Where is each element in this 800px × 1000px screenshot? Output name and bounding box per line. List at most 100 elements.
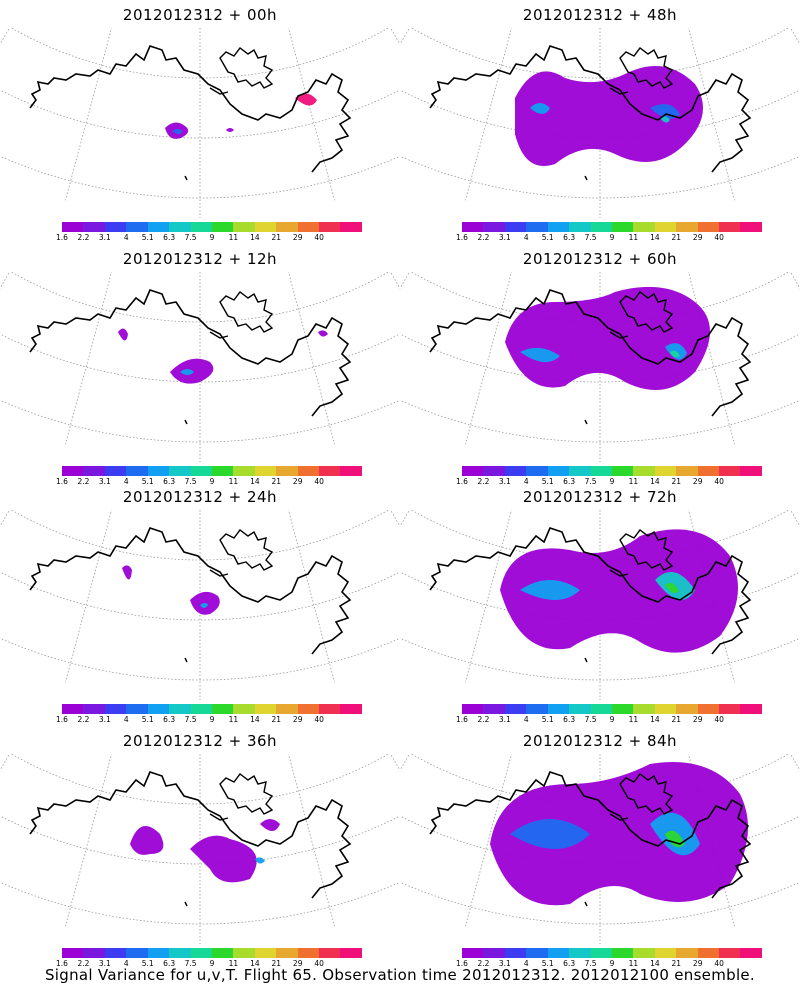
variance-contour	[295, 93, 317, 106]
latitude-line	[0, 881, 400, 925]
colorbar-swatch	[526, 222, 548, 232]
colorbar-swatch	[297, 222, 320, 232]
variance-field	[165, 93, 317, 139]
meridian-line	[384, 510, 400, 548]
meridian-line	[0, 754, 10, 772]
graticule	[0, 28, 400, 218]
colorbar-swatch	[254, 948, 277, 958]
colorbar-swatch	[483, 704, 505, 714]
colorbar-swatch	[611, 704, 634, 714]
island	[209, 331, 229, 339]
colorbar-swatch	[526, 704, 548, 714]
meridian-line	[0, 510, 16, 548]
island	[209, 569, 229, 577]
variance-contour	[180, 369, 194, 375]
meridian-line	[400, 510, 416, 548]
coastline	[429, 771, 752, 907]
coastline	[29, 45, 352, 181]
colorbar-swatch	[297, 948, 320, 958]
island	[209, 813, 229, 821]
colorbar-tick-label: 9	[209, 233, 215, 242]
colorbar-swatch	[297, 466, 320, 476]
colorbar-tick-label: 4	[523, 715, 529, 724]
variance-contour	[226, 128, 234, 132]
colorbar-tick-label: 29	[692, 959, 703, 968]
coastline-path	[429, 289, 752, 417]
graticule	[0, 754, 400, 944]
colorbar-tick-label: 3.1	[98, 233, 111, 242]
meridian-line	[790, 272, 800, 290]
panel-title: 2012012312 + 84h	[522, 732, 678, 750]
variance-contour	[190, 835, 257, 883]
colorbar-tick-label: 6.3	[563, 959, 576, 968]
colorbar-tick-label: 2.2	[77, 477, 90, 486]
variance-contour	[260, 819, 280, 831]
arctic-islands	[619, 47, 674, 89]
colorbar-swatch	[169, 948, 191, 958]
colorbar-swatch	[169, 704, 191, 714]
colorbar-tick-label: 11	[228, 959, 239, 968]
variance-contour	[255, 857, 265, 864]
island	[584, 175, 588, 181]
colorbar-swatch	[147, 466, 170, 476]
colorbar-swatch	[233, 704, 255, 714]
colorbar-tick-label: 6.3	[163, 715, 176, 724]
colorbar-swatch	[483, 466, 505, 476]
colorbar	[62, 222, 362, 232]
colorbar-tick-label: 14	[650, 477, 660, 486]
coastline	[429, 527, 752, 663]
meridian-line	[0, 272, 10, 290]
meridian-line	[65, 28, 112, 201]
colorbar-tick-label: 21	[671, 233, 682, 242]
colorbar-tick-label: 7.5	[584, 477, 597, 486]
colorbar-swatch	[233, 948, 255, 958]
colorbar-tick-label: 14	[250, 233, 260, 242]
colorbar-swatch	[526, 466, 548, 476]
polar-map	[400, 28, 800, 218]
colorbar-tick-label: 29	[692, 715, 703, 724]
meridian-line	[790, 754, 800, 772]
island	[584, 657, 588, 663]
colorbar	[462, 222, 762, 232]
colorbar-swatch	[104, 466, 127, 476]
colorbar-tick-label: 4	[123, 477, 129, 486]
colorbar-swatch	[504, 466, 527, 476]
colorbar-swatch	[169, 466, 191, 476]
variance-contour	[172, 129, 182, 134]
colorbar-tick-label: 4	[123, 233, 129, 242]
meridian-line	[784, 28, 800, 66]
colorbar-swatch	[254, 466, 277, 476]
latitude-line	[0, 89, 400, 139]
meridian-line	[288, 28, 335, 201]
colorbar-swatch	[483, 222, 505, 232]
colorbar-tick-label: 29	[292, 715, 303, 724]
island	[184, 657, 188, 663]
colorbar-swatch	[654, 222, 677, 232]
colorbar-tick-label: 7.5	[184, 959, 197, 968]
colorbar-swatch	[83, 948, 105, 958]
colorbar-swatch	[504, 222, 527, 232]
colorbar-tick-label: 21	[671, 715, 682, 724]
colorbar-swatch	[676, 466, 698, 476]
map-panel-12h: 2012012312 + 12h 1.6 2.2 3.1 4 5.1 6.3 7.5 9 11 1…	[0, 244, 400, 486]
colorbar-swatch	[590, 466, 612, 476]
panel-title: 2012012312 + 72h	[522, 488, 678, 506]
colorbar-tick-label: 1.6	[56, 477, 68, 486]
colorbar-tick-label: 21	[671, 959, 682, 968]
meridian-line	[400, 28, 410, 46]
colorbar-swatch	[190, 222, 212, 232]
colorbar-swatch	[654, 466, 677, 476]
colorbar-swatch	[126, 948, 148, 958]
variance-contour	[520, 580, 580, 600]
colorbar-swatch	[740, 222, 762, 232]
meridian-line	[0, 754, 16, 792]
colorbar-tick-label: 7.5	[184, 477, 197, 486]
meridian-line	[465, 272, 512, 445]
colorbar-swatch	[211, 704, 234, 714]
meridian-line	[288, 754, 335, 927]
coastline-path	[429, 45, 752, 173]
colorbar-swatch	[233, 222, 255, 232]
meridian-line	[688, 28, 735, 201]
colorbar-tick-label: 40	[714, 959, 724, 968]
meridian-line	[390, 754, 400, 772]
